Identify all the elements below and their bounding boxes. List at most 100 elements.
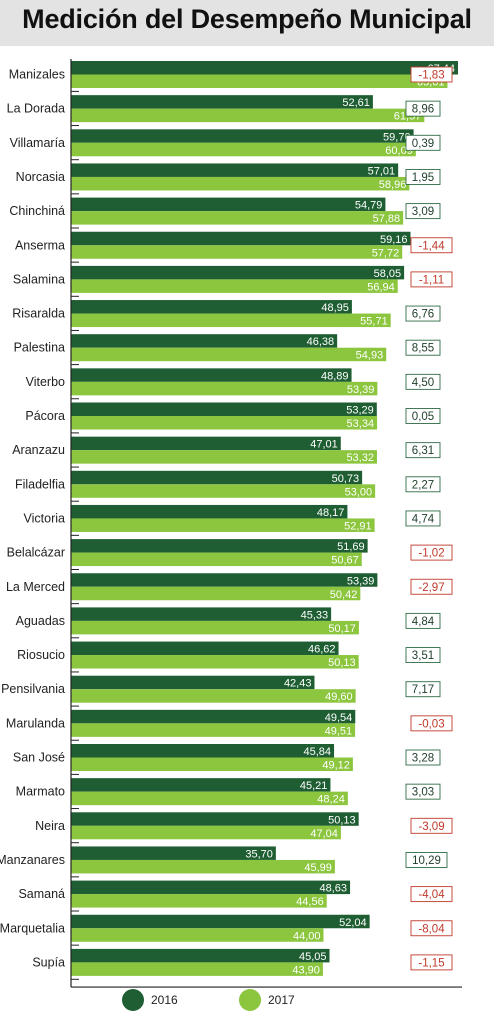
difference-box [410,271,453,288]
difference-box [410,715,453,732]
bar-2016 [71,504,348,519]
difference-box [405,442,441,459]
category-label: Filadelfia [15,477,65,491]
bar-2017 [71,928,324,942]
bar-2016 [71,573,378,587]
difference-value: 6,31 [412,445,434,457]
difference-value: 3,28 [412,753,434,765]
category-label: Marquetalia [0,921,65,935]
bar-2016 [71,846,276,860]
difference-box [405,476,441,493]
chart-title: Medición del Desempeño Municipal [22,4,472,34]
bar-2017 [71,586,361,601]
difference-value: -1,11 [419,274,444,286]
bar-2016 [71,61,458,75]
bar-2016 [71,948,330,963]
difference-box [405,373,441,390]
bar-2016 [71,334,338,348]
bar-2016 [71,470,363,485]
bar-2016 [71,812,359,826]
category-label: La Merced [6,580,65,594]
bar-2017 [71,723,356,737]
category-label: Villamaría [10,136,65,150]
bar-2017 [71,211,404,225]
difference-box [410,66,453,83]
bar-2016 [71,231,411,246]
difference-value: 4,50 [412,377,434,389]
value-label-2017: 49,51 [325,725,353,737]
difference-box [410,237,453,254]
value-label-2017: 44,56 [296,896,324,908]
bar-2017 [71,689,356,703]
bar-2017 [71,620,359,635]
bar-2017 [71,962,323,976]
value-label-2017: 50,67 [331,555,359,567]
difference-box [405,681,441,698]
value-label-2016: 48,89 [321,370,349,382]
category-label: Palestina [14,341,65,355]
bar-2016 [71,129,414,143]
value-label-2017: 48,24 [317,794,345,806]
difference-value: -0,03 [418,718,444,730]
bar-2017 [71,450,377,464]
difference-box [405,408,441,424]
bar-2016 [71,709,356,724]
bar-2017 [71,825,341,840]
value-label-2016: 45,33 [301,609,329,621]
value-label-2016: 48,63 [320,883,348,895]
value-label-2017: 53,00 [345,486,373,498]
difference-box [405,134,441,151]
difference-box [405,647,441,663]
value-label-2017: 47,04 [310,828,338,840]
difference-value: -2,97 [418,582,444,594]
value-label-2017: 50,17 [328,623,356,635]
value-label-2016: 59,16 [380,234,408,246]
difference-value: 3,51 [412,650,434,662]
bar-2017 [71,74,448,88]
value-label-2016: 51,69 [337,541,365,553]
value-label-2017: 54,93 [356,350,384,362]
category-label: Chinchiná [9,204,65,218]
difference-box [405,203,441,220]
value-label-2016: 58,05 [374,268,402,280]
difference-box [410,954,453,971]
category-label: Manizales [9,68,65,82]
difference-box [410,544,453,561]
bar-2017 [71,484,376,498]
category-label: Victoria [24,511,66,525]
value-label-2017: 53,34 [347,418,375,430]
difference-value: -1,15 [418,957,444,969]
value-label-2017: 45,99 [304,862,332,874]
value-label-2016: 48,95 [321,302,349,314]
value-label-2017: 49,12 [322,760,350,772]
bar-2016 [71,265,405,280]
difference-box [405,168,441,185]
difference-box [405,749,441,766]
difference-value: -1,02 [418,548,444,560]
category-label: Samaná [18,887,65,901]
bar-2016 [71,95,373,109]
category-label: Manzanares [0,853,65,867]
category-label: Aranzazu [12,443,65,457]
value-label-2016: 52,04 [339,917,367,929]
bar-2017 [71,347,387,362]
value-label-2017: 53,39 [347,384,375,396]
value-label-2017: 57,88 [373,213,401,225]
bar-2017 [71,416,378,430]
category-label: Aguadas [16,614,65,628]
value-label-2016: 45,21 [300,780,328,792]
difference-value: 3,09 [412,206,434,218]
value-label-2017: 53,32 [346,452,374,464]
bar-2017 [71,655,359,669]
category-label: Pensilvania [1,682,65,696]
bar-2016 [71,744,335,758]
bar-2017 [71,108,425,123]
bar-2017 [71,859,335,874]
category-label: Pácora [25,409,65,423]
legend-marker-2017 [239,989,261,1011]
bar-2017 [71,757,353,771]
bar-2016 [71,607,332,621]
difference-box [405,510,441,527]
value-label-2016: 54,79 [355,200,383,212]
